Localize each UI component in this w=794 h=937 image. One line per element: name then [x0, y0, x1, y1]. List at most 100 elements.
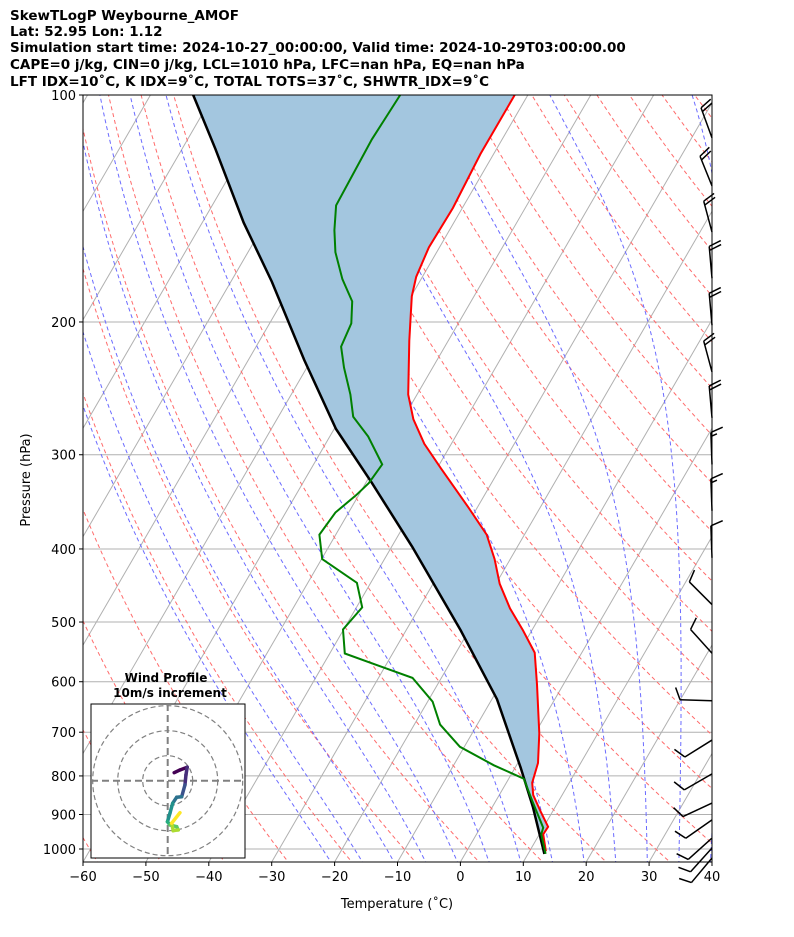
moist-adiabat-line: [83, 330, 364, 862]
barb-feather: [699, 146, 710, 157]
dry-adiabat-line: [83, 508, 289, 862]
moist-adiabat-line: [99, 95, 458, 862]
wind-barb: [710, 472, 724, 511]
wind-barb: [702, 192, 716, 233]
hodograph-inset: Wind Profile 10m/s increment: [90, 671, 246, 859]
barb-feather: [708, 239, 722, 248]
isotherm-line: [711, 861, 712, 862]
parcel-line: [192, 95, 546, 855]
dry-adiabat-line: [727, 95, 794, 865]
dry-adiabat-line: [368, 95, 712, 582]
barb-feather: [704, 196, 716, 206]
x-tick-label: −30: [258, 870, 285, 885]
title-line-cape: CAPE=0 j/kg, CIN=0 j/kg, LCL=1010 hPa, L…: [10, 57, 525, 73]
barb-feather: [708, 379, 722, 387]
barb-feather: [709, 383, 722, 391]
wind-barb: [689, 617, 713, 654]
hodograph-subtitle: 10m/s increment: [113, 686, 227, 700]
moist-adiabat-line: [83, 404, 332, 862]
barb-shaft: [699, 155, 713, 187]
barb-feather: [704, 336, 716, 346]
dry-adiabat-line: [466, 95, 712, 436]
barb-shaft: [690, 847, 713, 873]
barb-feather: [708, 286, 722, 295]
barb-shaft: [702, 340, 713, 373]
wind-barb: [673, 802, 713, 818]
cin-shaded-area: [193, 95, 549, 854]
barb-feather: [700, 98, 712, 109]
y-tick-label: 900: [51, 808, 76, 823]
barb-shaft: [687, 837, 713, 860]
barb-feather: [701, 102, 713, 113]
isotherm-line: [83, 95, 277, 430]
wind-barb: [710, 426, 724, 465]
dry-adiabat-line: [596, 95, 712, 252]
axis-ticks: −60 −50 −40 −30 −20 −10 0 10 20 30 40 100 200 300 400 5…: [43, 89, 720, 885]
wind-barb: [700, 98, 713, 139]
dry-adiabat-line: [401, 95, 712, 533]
x-tick-label: −40: [195, 870, 222, 885]
moist-adiabat-line: [334, 95, 617, 862]
hodograph-trace-segment: [169, 810, 182, 825]
wind-barb: [676, 837, 713, 861]
barb-shaft: [688, 581, 713, 606]
y-tick-label: 700: [51, 726, 76, 741]
barb-shaft: [700, 107, 713, 139]
title-line-latlon: Lat: 52.95 Lon: 1.12: [10, 24, 163, 40]
x-tick-label: −50: [132, 870, 159, 885]
y-tick-label: 500: [51, 616, 76, 631]
x-tick-label: −20: [321, 870, 348, 885]
wind-barb: [678, 847, 713, 873]
barb-feather: [689, 617, 697, 630]
wind-barb: [688, 569, 713, 606]
barb-shaft: [685, 819, 713, 839]
x-tick-label: 40: [704, 870, 721, 885]
barb-feather: [688, 569, 696, 583]
barb-feather: [674, 830, 687, 839]
x-tick-label: −10: [384, 870, 411, 885]
dewpoint-line: [318, 95, 547, 855]
hodograph-title: Wind Profile: [125, 671, 208, 685]
barb-shaft: [683, 773, 713, 791]
isotherm-line: [83, 95, 214, 321]
isotherm-line: [459, 427, 712, 862]
x-tick-label: 0: [456, 870, 464, 885]
y-tick-label: 300: [51, 449, 76, 464]
moist-adiabat-line: [165, 95, 522, 862]
isotherm-line: [83, 95, 88, 104]
y-axis-label: Pressure (hPa): [19, 433, 34, 526]
x-tick-label: −60: [69, 870, 96, 885]
x-tick-label: 30: [641, 870, 658, 885]
x-tick-label: 20: [578, 870, 595, 885]
barb-feather: [678, 877, 692, 884]
barb-feather: [673, 748, 686, 758]
wind-barbs: [673, 98, 724, 884]
dry-adiabat-line: [83, 836, 99, 862]
title-line-times: Simulation start time: 2024-10-27_00:00:…: [10, 40, 626, 56]
wind-barb: [708, 379, 722, 418]
wind-barb: [674, 819, 713, 839]
barb-feather: [710, 472, 724, 480]
wind-barb: [702, 332, 716, 373]
dry-adiabat-line: [270, 95, 712, 736]
wind-barb: [674, 687, 713, 702]
moist-adiabat-line: [83, 139, 427, 862]
dry-adiabat-line: [83, 266, 417, 862]
barb-feather: [700, 150, 712, 161]
moist-adiabat-line: [426, 95, 648, 862]
barb-feather: [674, 687, 681, 700]
wind-barb: [708, 286, 722, 326]
barb-feather: [676, 853, 689, 861]
isotherm-line: [396, 318, 712, 862]
wind-barb: [710, 519, 724, 558]
dry-adiabat-line: [303, 95, 712, 684]
dry-adiabat-line: [83, 391, 353, 862]
barb-feather: [709, 290, 722, 299]
dry-adiabat-line: [433, 95, 712, 484]
barb-shaft: [682, 802, 713, 818]
moist-adiabat-line: [83, 244, 395, 862]
profiles: [192, 95, 550, 855]
isotherm-line: [585, 644, 712, 862]
moist-adiabat-line: [549, 95, 682, 862]
